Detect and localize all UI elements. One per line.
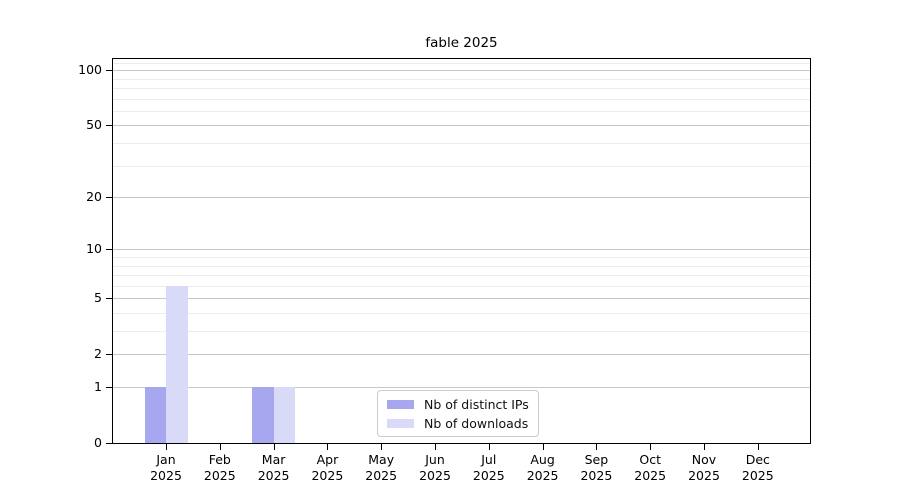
bar-mar-distinct-ips bbox=[252, 387, 274, 443]
minor-gridline bbox=[113, 331, 810, 332]
plot-inner: Nb of distinct IPs Nb of downloads bbox=[113, 59, 810, 443]
x-tick-label: Sep 2025 bbox=[580, 452, 613, 483]
x-tick bbox=[596, 444, 598, 450]
major-gridline bbox=[113, 298, 810, 300]
y-tick bbox=[106, 249, 112, 251]
minor-gridline bbox=[113, 256, 810, 258]
legend-label-distinct-ips: Nb of distinct IPs bbox=[424, 396, 529, 412]
minor-gridline bbox=[113, 98, 810, 100]
x-tick bbox=[704, 444, 705, 450]
minor-gridline bbox=[113, 275, 810, 277]
x-tick-label: Nov 2025 bbox=[688, 452, 720, 483]
y-tick bbox=[106, 125, 112, 127]
y-tick-label: 100 bbox=[78, 62, 102, 78]
x-tick-label: Jan 2025 bbox=[150, 452, 182, 483]
y-tick-label: 5 bbox=[94, 290, 102, 306]
minor-gridline bbox=[113, 88, 810, 89]
chart-title: fable 2025 bbox=[425, 35, 498, 51]
legend-swatch-downloads bbox=[387, 418, 414, 428]
major-gridline bbox=[113, 249, 810, 251]
x-tick bbox=[327, 444, 329, 450]
y-tick bbox=[106, 443, 112, 444]
x-tick-label: Apr 2025 bbox=[311, 452, 344, 483]
minor-gridline bbox=[113, 143, 810, 144]
minor-gridline bbox=[113, 78, 810, 80]
bar-mar-downloads bbox=[273, 387, 296, 443]
y-tick bbox=[106, 354, 112, 356]
legend-item-downloads: Nb of downloads bbox=[387, 415, 529, 431]
major-gridline bbox=[113, 387, 810, 388]
legend-label-downloads: Nb of downloads bbox=[424, 415, 529, 431]
y-tick bbox=[106, 197, 112, 199]
y-tick-label: 1 bbox=[94, 379, 102, 394]
legend-swatch-distinct-ips bbox=[387, 399, 414, 409]
legend-item-distinct-ips: Nb of distinct IPs bbox=[387, 396, 529, 412]
major-gridline bbox=[113, 70, 810, 72]
y-tick-label: 2 bbox=[94, 346, 102, 362]
x-tick-label: Feb 2025 bbox=[203, 452, 236, 483]
x-tick bbox=[219, 444, 221, 450]
y-tick bbox=[106, 70, 112, 72]
x-tick bbox=[650, 444, 652, 450]
x-tick-label: Jul 2025 bbox=[472, 452, 505, 483]
x-tick bbox=[435, 444, 436, 450]
y-tick-label: 20 bbox=[86, 189, 102, 205]
minor-gridline bbox=[113, 165, 810, 167]
minor-gridline bbox=[113, 312, 810, 314]
major-gridline bbox=[113, 354, 810, 356]
y-tick-label: 0 bbox=[94, 435, 102, 450]
x-tick bbox=[166, 444, 167, 450]
minor-gridline bbox=[113, 285, 810, 287]
minor-gridline bbox=[113, 265, 810, 267]
x-tick bbox=[542, 444, 544, 450]
bar-jan-distinct-ips bbox=[144, 387, 166, 443]
y-tick-label: 50 bbox=[86, 117, 102, 133]
x-tick bbox=[488, 444, 490, 450]
x-tick-label: Mar 2025 bbox=[257, 452, 290, 483]
y-tick-label: 10 bbox=[86, 241, 102, 257]
y-tick bbox=[106, 387, 112, 388]
minor-gridline bbox=[113, 110, 810, 112]
x-tick-label: Aug 2025 bbox=[526, 452, 559, 483]
x-tick bbox=[273, 444, 275, 450]
legend: Nb of distinct IPs Nb of downloads bbox=[377, 390, 539, 437]
x-tick-label: May 2025 bbox=[365, 452, 398, 483]
minor-gridline bbox=[113, 62, 810, 64]
y-tick bbox=[106, 298, 112, 300]
x-tick-label: Jun 2025 bbox=[419, 452, 451, 483]
x-tick bbox=[381, 444, 383, 450]
major-gridline bbox=[113, 197, 810, 199]
x-tick-label: Oct 2025 bbox=[634, 452, 667, 483]
x-tick bbox=[757, 444, 759, 450]
bar-jan-downloads bbox=[166, 285, 188, 443]
major-gridline bbox=[113, 125, 810, 127]
x-tick-label: Dec 2025 bbox=[741, 452, 774, 483]
